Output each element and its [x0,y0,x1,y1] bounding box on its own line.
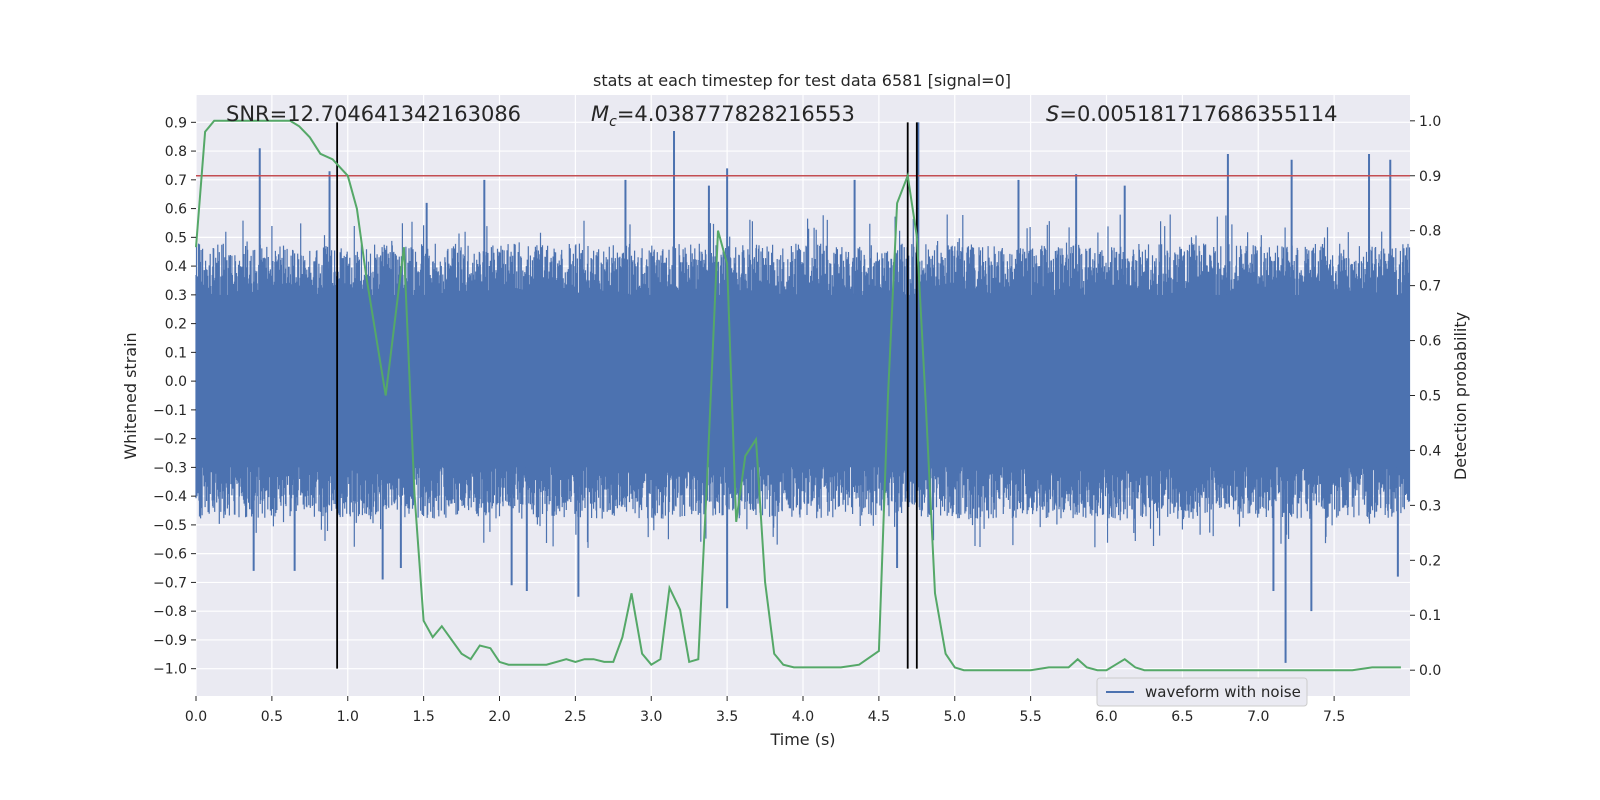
y-left-tick-label: 0.3 [165,288,187,304]
y-left-tick-label: −0.5 [153,518,187,534]
x-axis-ticks: 0.0 0.5 1.0 1.5 2.0 2.5 3.0 3.5 4.0 4.5 5.0 5.5 6.0 6… [185,696,1345,725]
y-right-tick-label: 0.4 [1419,443,1441,459]
x-tick-label: 4.0 [792,709,814,725]
x-tick-label: 7.0 [1247,709,1269,725]
y-right-tick-label: 0.1 [1419,608,1441,624]
x-tick-label: 2.0 [488,709,510,725]
detection-probability-series [195,119,1401,672]
y-right-tick-label: 0.9 [1419,169,1441,185]
y-left-tick-label: 0.1 [165,345,187,361]
vertical-markers [336,122,918,669]
y-left-tick-label: 0.6 [165,202,187,218]
x-tick-label: 4.5 [868,709,890,725]
y-left-tick-label: −0.8 [153,604,187,620]
y-left-tick-label: 0.8 [165,144,187,160]
y-left-tick-label: −1.0 [153,662,187,678]
y-right-tick-label: 0.0 [1419,663,1441,679]
x-tick-label: 6.0 [1095,709,1117,725]
x-tick-label: 0.5 [261,709,283,725]
x-tick-label: 5.5 [1019,709,1041,725]
y-right-tick-label: 0.5 [1419,389,1441,405]
s-annotation: S=0.005181717686355114 [1046,102,1337,126]
x-tick-label: 1.5 [412,709,434,725]
s-value: =0.005181717686355114 [1059,102,1337,126]
legend: waveform with noise [1096,677,1308,707]
legend-label: waveform with noise [1145,683,1301,701]
y-axis-left-label: Whitened strain [121,332,140,459]
y-axis-right-label: Detection probability [1451,312,1470,480]
y-left-tick-label: −0.6 [153,547,187,563]
x-tick-label: 1.0 [337,709,359,725]
y-left-tick-label: 0.2 [165,317,187,333]
y-left-tick-label: −0.7 [153,575,187,591]
y-right-tick-label: 1.0 [1419,114,1441,130]
snr-annotation: SNR=12.704641342163086 [226,102,521,126]
y-left-tick-label: −0.2 [153,432,187,448]
y-right-tick-label: 0.7 [1419,279,1441,295]
y-left-tick-label: 0.7 [165,173,187,189]
y-left-tick-label: −0.4 [153,489,187,505]
y-left-tick-label: −0.9 [153,633,187,649]
x-tick-label: 0.0 [185,709,207,725]
y-left-tick-label: −0.1 [153,403,187,419]
chart-title: stats at each timestep for test data 658… [593,71,1011,90]
chirp-mass-subscript: c [609,114,617,130]
x-tick-label: 3.0 [640,709,662,725]
y-axis-left-ticks: 0.9 0.8 0.7 0.6 0.5 0.4 0.3 0.2 0.1 0.0 −0.1 −0.2 −0… [153,115,196,678]
chirp-mass-symbol: M [591,102,609,126]
legend-box [1096,677,1308,707]
y-right-tick-label: 0.3 [1419,498,1441,514]
y-left-tick-label: 0.9 [165,115,187,131]
x-tick-label: 2.5 [564,709,586,725]
y-right-tick-label: 0.8 [1419,224,1441,240]
x-tick-label: 7.5 [1323,709,1345,725]
y-right-tick-label: 0.6 [1419,334,1441,350]
y-left-tick-label: 0.5 [165,230,187,246]
x-tick-label: 5.0 [944,709,966,725]
x-axis-label: Time (s) [769,730,835,749]
waveform-series [195,122,1411,663]
y-right-tick-label: 0.2 [1419,553,1441,569]
y-left-tick-label: −0.3 [153,460,187,476]
waveform-core [196,294,1410,468]
y-left-tick-label: 0.0 [165,374,187,390]
chirp-mass-annotation: Mc=4.038777828216553 [591,102,855,130]
probability-line [195,119,1401,672]
s-symbol: S [1046,102,1059,126]
y-left-tick-label: 0.4 [165,259,187,275]
chirp-mass-value: =4.038777828216553 [617,102,855,126]
x-tick-label: 3.5 [716,709,738,725]
x-tick-label: 6.5 [1171,709,1193,725]
y-axis-right-ticks: 1.0 0.9 0.8 0.7 0.6 0.5 0.4 0.3 0.2 0.1 0.0 [1410,114,1441,679]
